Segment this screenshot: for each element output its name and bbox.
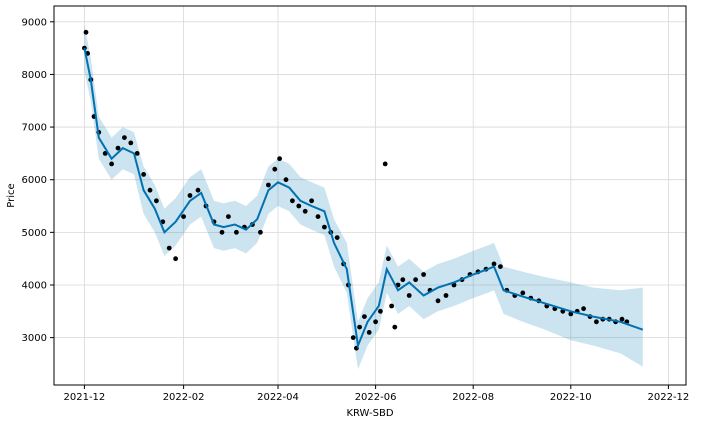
x-tick-label: 2022-04 — [257, 392, 299, 403]
observation-point — [141, 172, 147, 177]
observation-point — [443, 293, 449, 298]
y-axis-label: Price — [6, 183, 17, 207]
observation-point — [362, 314, 367, 319]
observation-point — [309, 198, 314, 204]
y-tick-label: 8000 — [22, 70, 47, 81]
observation-point — [109, 161, 114, 167]
observation-point — [594, 319, 599, 325]
observation-point — [400, 277, 406, 283]
observation-point — [154, 198, 159, 204]
observation-point — [581, 306, 586, 312]
grid — [54, 6, 686, 385]
observation-point — [520, 290, 526, 296]
observation-point — [173, 256, 179, 262]
observation-point — [277, 156, 282, 162]
observation-point — [302, 208, 308, 214]
observation-point — [147, 187, 153, 193]
observation-point — [195, 187, 201, 193]
observation-point — [357, 324, 362, 330]
observation-point — [122, 135, 127, 141]
y-tick-label: 9000 — [22, 17, 47, 28]
y-axis-ticks: 3000 4000 5000 6000 7000 8000 9000 — [22, 17, 54, 344]
observation-point — [322, 224, 327, 230]
x-tick-label: 2022-06 — [355, 392, 397, 403]
x-tick-label: 2021-12 — [64, 392, 106, 403]
observation-point — [435, 298, 441, 304]
observation-point — [266, 182, 271, 188]
observation-point — [373, 319, 378, 325]
observation-point — [389, 303, 394, 309]
observation-point — [413, 277, 418, 283]
observation-point — [128, 140, 134, 146]
observation-point — [219, 229, 225, 235]
x-tick-label: 2022-10 — [550, 392, 592, 403]
x-axis-label: KRW-SBD — [346, 408, 393, 419]
plot-frame — [53, 5, 687, 386]
observation-point — [290, 198, 295, 204]
observation-point — [498, 264, 503, 269]
x-tick-label: 2022-02 — [163, 392, 205, 403]
observation-point — [392, 324, 398, 330]
observation-point — [378, 308, 383, 314]
x-tick-label: 2022-08 — [452, 392, 494, 403]
observation-point — [350, 335, 356, 340]
uncertainty-band — [84, 24, 643, 370]
observation-point — [421, 272, 426, 277]
observation-point — [334, 235, 340, 241]
observation-point — [226, 214, 231, 220]
observation-point — [187, 193, 193, 198]
observation-point — [181, 214, 187, 220]
y-tick-label: 3000 — [22, 333, 47, 344]
forecast-line — [83, 47, 644, 350]
observation-point — [102, 151, 108, 156]
observation-point — [258, 229, 263, 235]
observation-point — [491, 261, 497, 267]
observation-point — [134, 151, 140, 156]
observation-point — [406, 293, 412, 298]
x-axis-ticks: 2021-12 2022-02 2022-04 2022-06 2022-08 2022-… — [64, 385, 690, 403]
y-tick-label: 4000 — [22, 280, 47, 291]
observation-point — [166, 245, 172, 251]
observation-point — [283, 177, 289, 183]
x-tick-label: 2022-12 — [648, 392, 690, 403]
observation-point — [382, 161, 388, 167]
y-tick-label: 7000 — [22, 123, 47, 134]
observation-point — [272, 166, 278, 172]
observation-point — [619, 316, 625, 322]
observation-point — [83, 29, 89, 35]
observation-point — [568, 311, 574, 317]
observation-point — [115, 145, 121, 151]
y-tick-label: 5000 — [22, 228, 47, 239]
observation-point — [386, 256, 391, 262]
observation-point — [366, 330, 372, 335]
y-tick-label: 6000 — [22, 175, 47, 186]
observation-point — [234, 229, 239, 235]
observation-point — [296, 203, 302, 209]
observation-point — [315, 214, 321, 220]
